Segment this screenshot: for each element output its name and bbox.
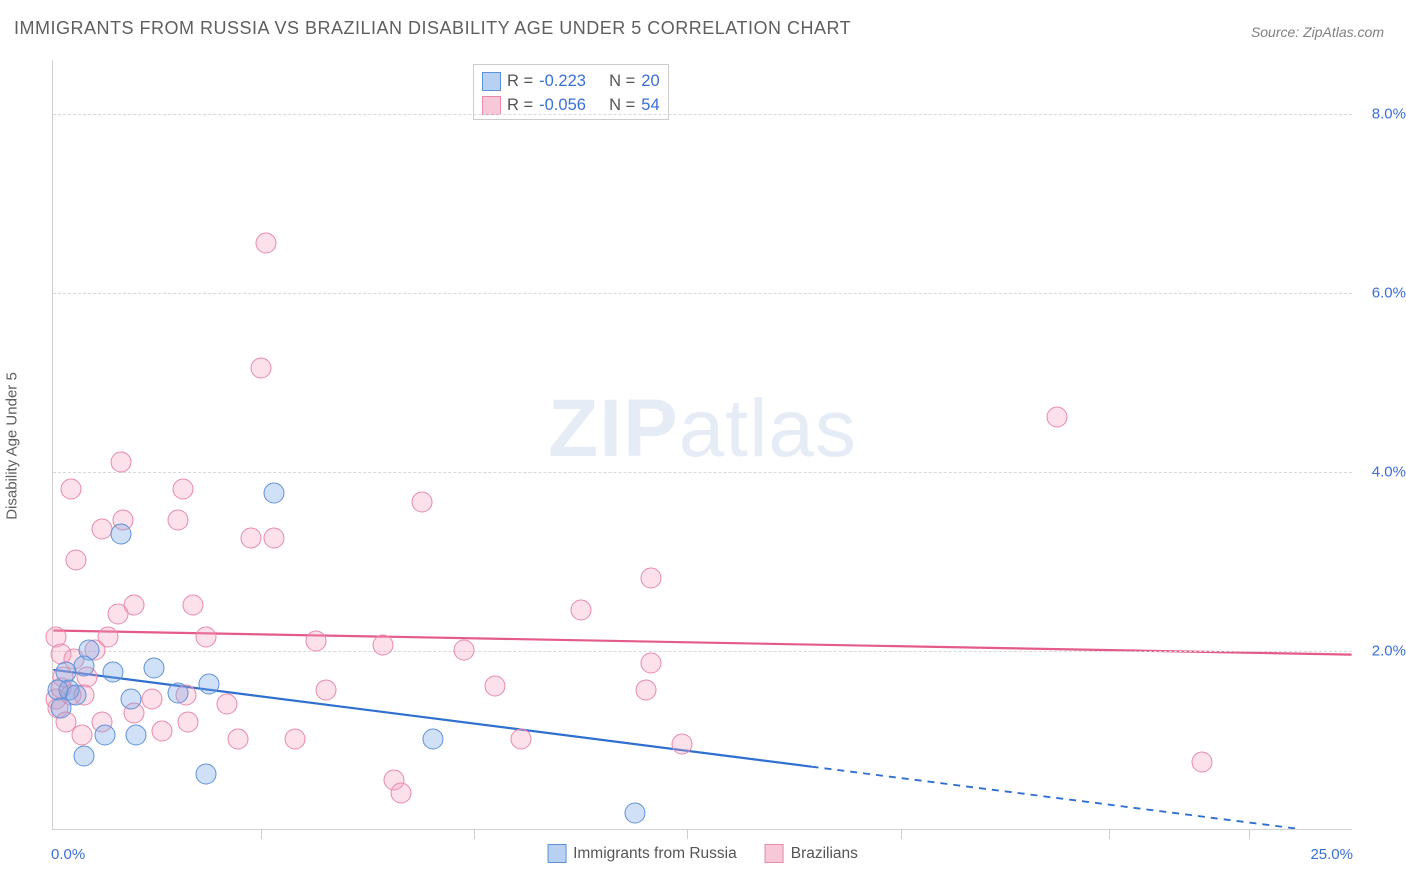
scatter-point-brazil <box>61 478 82 499</box>
scatter-point-brazil <box>672 733 693 754</box>
series-legend: Immigrants from Russia Brazilians <box>547 844 858 863</box>
scatter-point-brazil <box>217 693 238 714</box>
scatter-point-russia <box>167 682 188 703</box>
scatter-point-brazil <box>108 604 129 625</box>
source-attribution: Source: ZipAtlas.com <box>1251 24 1384 40</box>
n-label: N = <box>609 96 635 115</box>
r-label: R = <box>507 72 533 91</box>
r-value: -0.223 <box>539 72 603 91</box>
scatter-point-brazil <box>1046 407 1067 428</box>
scatter-point-russia <box>74 745 95 766</box>
legend-swatch-brazil <box>765 844 784 863</box>
x-tick-label: 0.0% <box>51 846 85 863</box>
scatter-point-russia <box>196 763 217 784</box>
y-axis-title: Disability Age Under 5 <box>4 372 21 520</box>
trend-line-dashed-russia <box>812 767 1300 829</box>
scatter-point-brazil <box>110 451 131 472</box>
scatter-point-russia <box>121 689 142 710</box>
watermark-light: atlas <box>679 383 857 474</box>
gridline <box>53 293 1352 294</box>
scatter-point-brazil <box>152 720 173 741</box>
scatter-point-russia <box>264 483 285 504</box>
gridline <box>53 651 1352 652</box>
scatter-point-brazil <box>284 729 305 750</box>
scatter-point-brazil <box>1192 751 1213 772</box>
trend-line-russia <box>53 670 811 767</box>
legend-label: Immigrants from Russia <box>573 845 737 863</box>
scatter-point-brazil <box>511 729 532 750</box>
gridline <box>53 114 1352 115</box>
watermark: ZIPatlas <box>548 382 857 476</box>
x-tick-label: 25.0% <box>1310 846 1353 863</box>
x-tick <box>474 829 475 839</box>
chart-title: IMMIGRANTS FROM RUSSIA VS BRAZILIAN DISA… <box>14 18 851 39</box>
scatter-point-brazil <box>196 626 217 647</box>
n-value: 20 <box>641 72 659 91</box>
scatter-point-russia <box>110 523 131 544</box>
scatter-point-brazil <box>373 635 394 656</box>
scatter-point-brazil <box>641 653 662 674</box>
x-tick <box>1249 829 1250 839</box>
scatter-point-brazil <box>641 568 662 589</box>
scatter-point-russia <box>126 725 147 746</box>
scatter-point-brazil <box>264 528 285 549</box>
scatter-point-brazil <box>173 478 194 499</box>
scatter-point-brazil <box>141 689 162 710</box>
y-tick-label: 4.0% <box>1356 463 1406 480</box>
scatter-point-russia <box>95 725 116 746</box>
scatter-point-brazil <box>316 680 337 701</box>
legend-label: Brazilians <box>791 845 858 863</box>
scatter-point-brazil <box>391 783 412 804</box>
r-value: -0.056 <box>539 96 603 115</box>
scatter-point-russia <box>422 729 443 750</box>
scatter-point-russia <box>74 656 95 677</box>
scatter-point-brazil <box>570 599 591 620</box>
n-label: N = <box>609 72 635 91</box>
y-tick-label: 8.0% <box>1356 105 1406 122</box>
x-tick <box>901 829 902 839</box>
scatter-point-brazil <box>305 630 326 651</box>
chart-plot-area: ZIPatlas R = -0.223 N = 20 R = -0.056 N = 5… <box>52 60 1352 830</box>
x-tick <box>261 829 262 839</box>
y-tick-label: 2.0% <box>1356 642 1406 659</box>
scatter-point-brazil <box>412 492 433 513</box>
scatter-point-brazil <box>66 550 87 571</box>
scatter-point-brazil <box>485 675 506 696</box>
r-label: R = <box>507 96 533 115</box>
scatter-point-brazil <box>227 729 248 750</box>
scatter-point-brazil <box>256 232 277 253</box>
x-tick <box>687 829 688 839</box>
legend-swatch-russia <box>482 72 501 91</box>
legend-swatch-russia <box>547 844 566 863</box>
source-label: Source: <box>1251 24 1299 40</box>
legend-swatch-brazil <box>482 96 501 115</box>
trend-lines-layer <box>53 60 1352 829</box>
scatter-point-russia <box>102 662 123 683</box>
scatter-point-russia <box>144 657 165 678</box>
scatter-point-brazil <box>183 595 204 616</box>
scatter-point-brazil <box>635 680 656 701</box>
scatter-point-brazil <box>178 711 199 732</box>
y-tick-label: 6.0% <box>1356 284 1406 301</box>
scatter-point-russia <box>625 802 646 823</box>
n-value: 54 <box>641 96 659 115</box>
scatter-point-russia <box>199 673 220 694</box>
gridline <box>53 472 1352 473</box>
watermark-bold: ZIP <box>548 383 679 474</box>
scatter-point-brazil <box>240 528 261 549</box>
scatter-point-russia <box>50 698 71 719</box>
scatter-point-brazil <box>251 357 272 378</box>
x-tick <box>1109 829 1110 839</box>
legend-item-russia: Immigrants from Russia <box>547 844 737 863</box>
stats-legend: R = -0.223 N = 20 R = -0.056 N = 54 <box>473 64 669 120</box>
source-value: ZipAtlas.com <box>1303 24 1384 40</box>
legend-item-brazil: Brazilians <box>765 844 858 863</box>
stats-row-russia: R = -0.223 N = 20 <box>482 69 660 93</box>
scatter-point-brazil <box>453 639 474 660</box>
scatter-point-brazil <box>167 510 188 531</box>
